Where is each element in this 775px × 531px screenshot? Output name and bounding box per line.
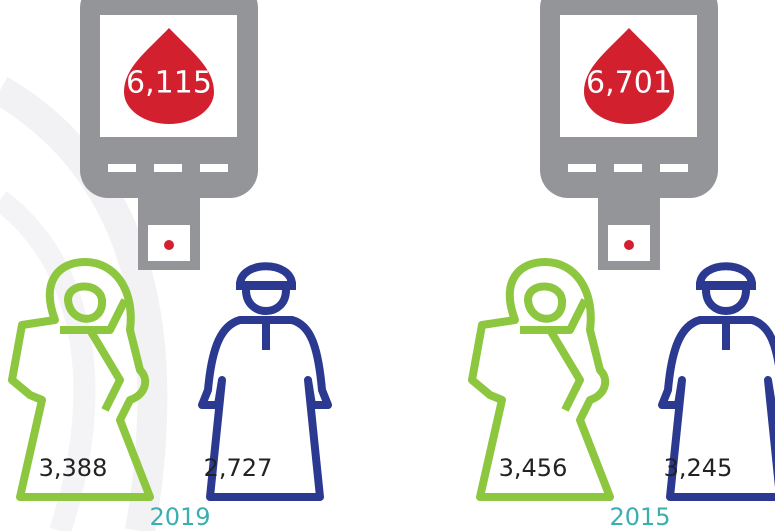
meter-button <box>614 164 642 172</box>
year-label: 2019 <box>149 503 210 531</box>
blood-drop <box>584 28 674 124</box>
background-arc <box>0 77 168 531</box>
total-count: 6,115 <box>126 66 212 101</box>
total-count: 6,701 <box>586 66 672 101</box>
male-figure <box>658 316 775 501</box>
male-count: 2,727 <box>204 454 273 482</box>
female-count: 3,456 <box>499 454 568 482</box>
male-head <box>242 289 290 315</box>
meter-button <box>660 164 688 172</box>
male-count: 3,245 <box>664 454 733 482</box>
panel: 6,115 3,388 2,727 2019 <box>8 0 332 531</box>
meter-button <box>108 164 136 172</box>
female-shawl <box>60 298 129 412</box>
male-head <box>702 289 750 315</box>
blood-dot <box>624 240 634 250</box>
male-cap <box>696 262 756 290</box>
meter-button <box>154 164 182 172</box>
year-label: 2015 <box>609 503 670 531</box>
male-figure <box>198 316 332 501</box>
female-figure <box>8 258 154 501</box>
male-cap <box>236 262 296 290</box>
female-shawl <box>520 298 589 412</box>
meter-button <box>568 164 596 172</box>
meter-button <box>200 164 228 172</box>
blood-drop <box>124 28 214 124</box>
female-figure <box>468 258 614 501</box>
panel: 6,701 3,456 3,245 2015 <box>468 0 775 531</box>
female-face <box>524 282 566 323</box>
female-face <box>64 282 106 323</box>
female-count: 3,388 <box>39 454 108 482</box>
blood-dot <box>164 240 174 250</box>
